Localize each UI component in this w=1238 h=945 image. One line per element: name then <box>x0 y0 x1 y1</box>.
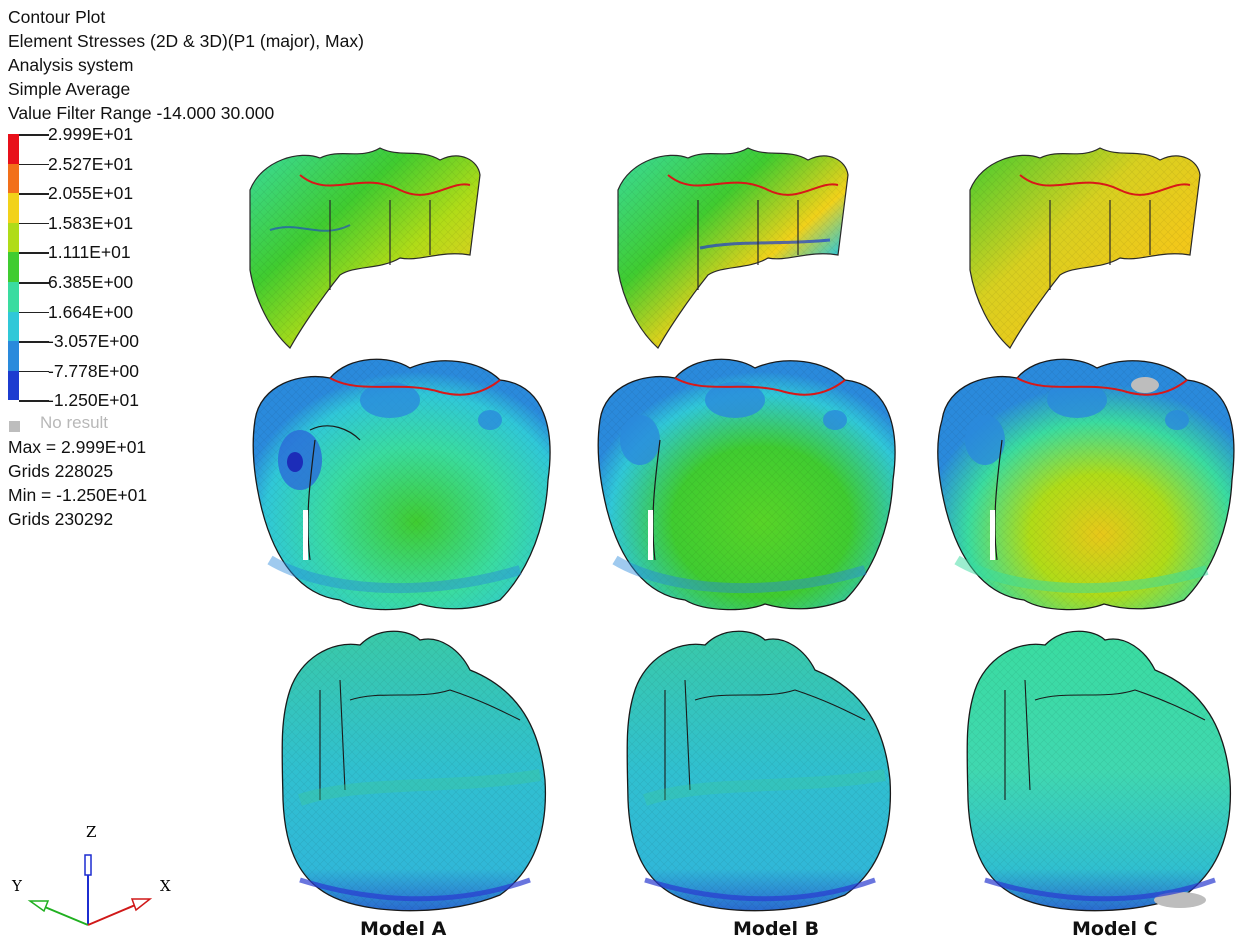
model-b-veneer <box>617 147 849 349</box>
legend-swatch <box>8 311 19 342</box>
no-result-swatch <box>9 421 20 432</box>
legend-tick <box>19 163 49 166</box>
legend-tick <box>19 222 49 225</box>
y-axis-label: Y <box>11 877 23 895</box>
legend-tick <box>19 193 49 195</box>
legend-tick <box>19 311 49 314</box>
model-c-label: Model C <box>1072 918 1158 940</box>
legend-swatch <box>8 134 19 164</box>
z-axis-arrow <box>84 854 92 876</box>
model-a-crown <box>252 358 551 611</box>
no-result-label: No result <box>40 413 109 432</box>
legend-tick <box>19 134 49 136</box>
legend-swatch <box>8 282 19 312</box>
max-value: Max = 2.999E+01 <box>8 437 147 457</box>
coordinate-system: Analysis system <box>8 55 134 75</box>
legend-swatch <box>8 370 19 401</box>
max-grid: Grids 228025 <box>8 461 114 481</box>
legend-tick-label: 2.527E+01 <box>48 153 134 174</box>
legend-swatch <box>8 163 19 194</box>
legend-tick-label: 1.583E+01 <box>48 212 134 233</box>
legend-tick <box>19 370 49 373</box>
legend-swatch <box>8 341 19 371</box>
legend-tick-label: -3.057E+00 <box>48 331 139 352</box>
model-c-crown <box>937 358 1235 611</box>
value-filter-range: Value Filter Range -14.000 30.000 <box>8 103 275 123</box>
model-a-label: Model A <box>360 918 447 940</box>
legend-tick-label: 2.055E+01 <box>48 183 134 204</box>
legend-tick-label: -7.778E+00 <box>48 360 139 381</box>
legend-swatch <box>8 252 19 282</box>
model-b-label: Model B <box>733 918 820 940</box>
legend-tick <box>19 341 49 343</box>
model-c-veneer <box>969 147 1201 349</box>
min-grid: Grids 230292 <box>8 509 114 529</box>
legend-tick-label: 6.385E+00 <box>48 272 134 292</box>
legend-swatch <box>8 193 19 223</box>
min-value: Min = -1.250E+01 <box>8 485 148 505</box>
legend-tick-label: 1.111E+01 <box>48 242 131 263</box>
model-a-core <box>281 630 547 912</box>
x-axis-arrow <box>130 898 153 912</box>
averaging-method: Simple Average <box>8 79 131 99</box>
legend-tick-label: 2.999E+01 <box>48 124 134 144</box>
legend-tick-label: 1.664E+00 <box>48 301 134 322</box>
legend-tick-label: -1.250E+01 <box>48 390 139 411</box>
model-b-core <box>626 630 892 912</box>
legend-tick <box>19 282 49 284</box>
legend-tick <box>19 400 49 402</box>
contour-legend: 2.999E+01 2.527E+01 2.055E+01 1.583E+01 1.11… <box>8 124 268 434</box>
y-axis-arrow <box>27 900 50 913</box>
model-c-core <box>966 630 1232 912</box>
model-a-veneer <box>249 147 481 349</box>
axis-triad: Z Y X <box>11 823 171 926</box>
x-axis-label: X <box>160 877 171 895</box>
z-axis-label: Z <box>86 823 96 841</box>
plot-title: Contour Plot <box>8 7 106 27</box>
model-b-crown <box>597 358 896 611</box>
legend-tick <box>19 252 49 254</box>
legend-swatch <box>8 222 19 253</box>
result-type: Element Stresses (2D & 3D)(P1 (major), M… <box>8 31 364 51</box>
